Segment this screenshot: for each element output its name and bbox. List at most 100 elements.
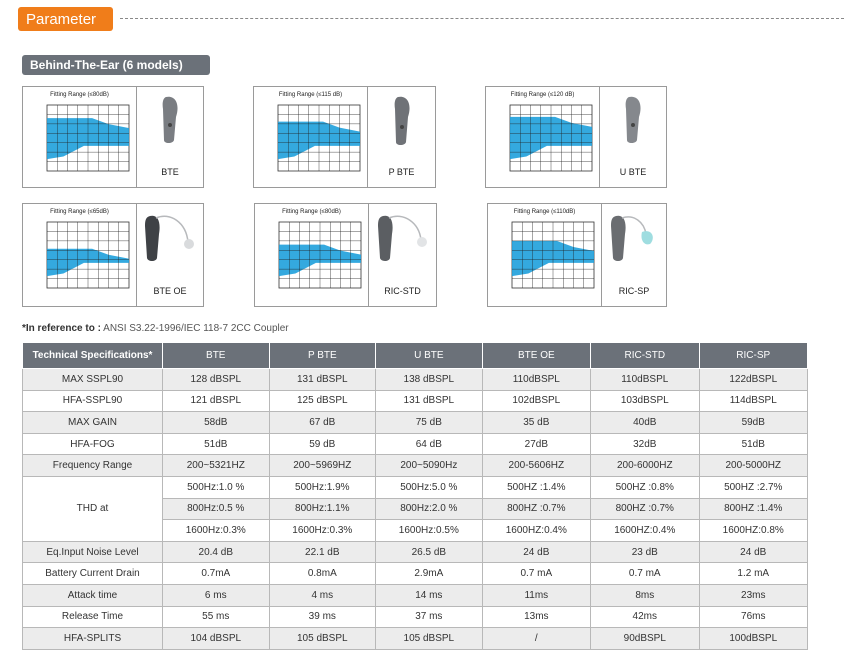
row-label: Frequency Range: [22, 454, 163, 477]
table-cell: 55 ms: [162, 605, 270, 629]
table-cell: 100dBSPL: [698, 627, 808, 650]
table-row: Attack time 6 ms 4 ms 14 ms 11ms 8ms 23ms: [22, 583, 808, 607]
table-cell: 59dB: [698, 411, 808, 434]
table-cell: 1600HZ:0.4%: [481, 519, 592, 542]
table-header-row: Technical Specifications* BTE P BTE U BT…: [22, 342, 808, 369]
fitting-range-chart: Fitting Range (≤80dB): [23, 87, 137, 187]
table-row: HFA-FOG 51dB 59 dB 64 dB 27dB 32dB 51dB: [22, 432, 808, 456]
fitting-range-title: Fitting Range (≤65dB): [50, 209, 109, 215]
fitting-range-title: Fitting Range (≤120 dB): [510, 92, 575, 98]
fitting-range-chart: Fitting Range (≤110dB): [488, 204, 602, 306]
table-cell: 121 dBSPL: [162, 389, 270, 413]
row-label: HFA-SSPL90: [22, 389, 163, 413]
column-header: BTE OE: [481, 342, 592, 369]
fitting-range-chart: Fitting Range (≤80dB): [255, 204, 369, 306]
table-cell: 20.4 dB: [162, 540, 270, 564]
table-cell: 105 dBSPL: [268, 627, 377, 650]
product-card: Fitting Range (≤115 dB) P BTE: [253, 86, 436, 188]
table-row: 800Hz:0.5 % 800Hz:1.1% 800Hz:2.0 % 800HZ :0…: [23, 497, 808, 521]
table-cell: 35 dB: [481, 411, 592, 434]
table-cell: 0.7 mA: [590, 562, 700, 585]
table-cell: /: [481, 627, 592, 650]
section-title: Behind-The-Ear (6 models): [22, 55, 210, 75]
table-cell: 4 ms: [268, 583, 377, 607]
table-cell: 76ms: [698, 605, 808, 629]
table-cell: 800HZ :0.7%: [481, 497, 592, 521]
table-cell: 500Hz:5.0 %: [375, 475, 483, 499]
table-cell: 37 ms: [375, 605, 483, 629]
column-header: RIC-SP: [698, 342, 808, 369]
table-cell: 2.9mA: [375, 562, 483, 585]
table-cell: 131 dBSPL: [375, 389, 483, 413]
reference-note: *In reference to : ANSI S3.22-1996/IEC 1…: [22, 323, 289, 334]
bte-icon: [162, 96, 178, 143]
table-row: 1600Hz:0.3% 1600Hz:0.3% 1600Hz:0.5% 1600HZ:…: [23, 519, 808, 542]
device-image: RIC-STD: [369, 204, 436, 306]
table-cell: 500HZ :2.7%: [698, 475, 808, 499]
table-row: THD at 500Hz:1.0 % 500Hz:1.9% 500Hz:5.0 % 50…: [22, 475, 808, 542]
table-row: Eq.Input Noise Level 20.4 dB 22.1 dB 26.5 d…: [22, 540, 808, 564]
column-header: Technical Specifications*: [22, 342, 163, 369]
table-row: Battery Current Drain 0.7mA 0.8mA 2.9mA 0.7 …: [22, 562, 808, 585]
table-cell: 0.8mA: [268, 562, 377, 585]
table-cell: 13ms: [481, 605, 592, 629]
table-cell: 1600HZ:0.8%: [698, 519, 808, 542]
table-cell: 1.2 mA: [698, 562, 808, 585]
fitting-range-title: Fitting Range (≤115 dB): [278, 92, 343, 98]
table-cell: 200-5606HZ: [481, 454, 592, 477]
ric-sp-icon: [611, 215, 653, 261]
table-cell: 104 dBSPL: [162, 627, 270, 650]
u-bte-icon: [625, 96, 641, 143]
row-label: HFA-SPLITS: [22, 627, 163, 650]
table-cell: 90dBSPL: [590, 627, 700, 650]
reference-text: ANSI S3.22-1996/IEC 118-7 2CC Coupler: [100, 323, 289, 334]
table-cell: 114dBSPL: [698, 389, 808, 413]
row-label: Release Time: [22, 605, 163, 629]
header-divider: [120, 18, 844, 19]
table-cell: 200~5969HZ: [268, 454, 377, 477]
table-cell: 1600HZ:0.4%: [590, 519, 700, 542]
row-label: Eq.Input Noise Level: [22, 540, 163, 564]
fitting-range-chart: Fitting Range (≤120 dB): [486, 87, 600, 187]
table-cell: 51dB: [698, 432, 808, 456]
product-card: Fitting Range (≤80dB) RIC-STD: [254, 203, 437, 307]
table-cell: 500Hz:1.9%: [268, 475, 377, 499]
table-cell: 39 ms: [268, 605, 377, 629]
table-cell: 0.7 mA: [481, 562, 592, 585]
table-row: MAX SSPL90 128 dBSPL 131 dBSPL 138 dBSPL 110…: [22, 368, 808, 391]
table-cell: 23 dB: [590, 540, 700, 564]
table-cell: 110dBSPL: [481, 368, 592, 391]
table-cell: 1600Hz:0.3%: [162, 519, 270, 542]
row-label: MAX SSPL90: [22, 368, 163, 391]
device-image: RIC-SP: [602, 204, 666, 306]
table-cell: 138 dBSPL: [375, 368, 483, 391]
table-cell: 800Hz:2.0 %: [375, 497, 483, 521]
fitting-range-title: Fitting Range (≤80dB): [50, 92, 109, 98]
device-label: RIC-SP: [618, 286, 650, 296]
table-cell: 500HZ :1.4%: [481, 475, 592, 499]
row-label: Attack time: [22, 583, 163, 607]
table-cell: 58dB: [162, 411, 270, 434]
device-image: BTE: [137, 87, 203, 187]
table-row: Release Time 55 ms 39 ms 37 ms 13ms 42ms 76ms: [22, 605, 808, 629]
table-cell: 14 ms: [375, 583, 483, 607]
fitting-range-title: Fitting Range (≤110dB): [513, 209, 576, 215]
ric-std-icon: [377, 215, 427, 261]
column-header: RIC-STD: [590, 342, 700, 369]
table-cell: 110dBSPL: [590, 368, 700, 391]
table-row: HFA-SPLITS 104 dBSPL 105 dBSPL 105 dBSPL/90…: [22, 627, 808, 650]
table-cell: 27dB: [481, 432, 592, 456]
table-cell: 200-6000HZ: [590, 454, 700, 477]
table-cell: 500Hz:1.0 %: [162, 475, 270, 499]
device-label: P BTE: [388, 167, 415, 177]
table-cell: 67 dB: [268, 411, 377, 434]
table-cell: 200~5321HZ: [162, 454, 270, 477]
table-cell: 800Hz:0.5 %: [162, 497, 270, 521]
table-cell: 26.5 dB: [375, 540, 483, 564]
table-cell: 102dBSPL: [481, 389, 592, 413]
table-cell: 8ms: [590, 583, 700, 607]
table-cell: 24 dB: [698, 540, 808, 564]
row-label: MAX GAIN: [22, 411, 163, 434]
table-row: HFA-SSPL90 121 dBSPL 125 dBSPL 131 dBSPL 102…: [22, 389, 808, 413]
device-image: U BTE: [600, 87, 666, 187]
